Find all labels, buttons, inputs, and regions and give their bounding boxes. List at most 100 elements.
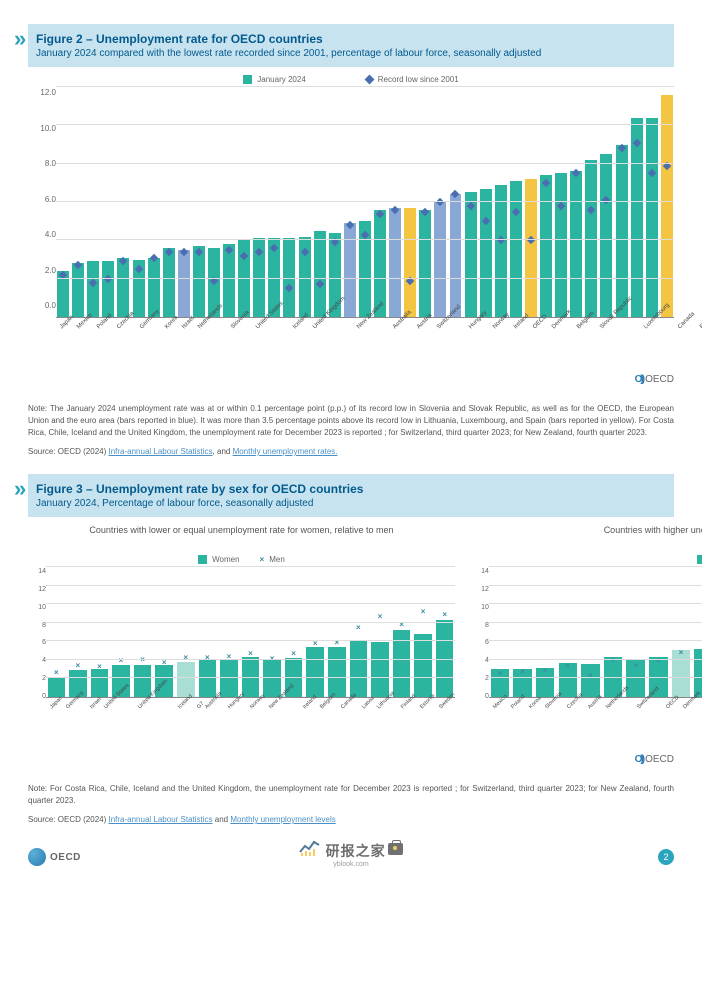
watermark: 研报之家 yblook.com (28, 838, 674, 868)
bar (661, 95, 673, 317)
bar-col (554, 173, 568, 317)
bar-col (645, 118, 659, 317)
bar (163, 248, 175, 317)
bar-col (358, 221, 372, 317)
figure3-left-plot: ××××××××××××××××××× (46, 568, 455, 698)
figure3-subtitle: January 2024, Percentage of labour force… (36, 498, 662, 509)
marker-men: × (378, 613, 383, 621)
bar-col: × (489, 669, 511, 697)
figure2-title: Figure 2 – Unemployment rate for OECD co… (36, 32, 662, 46)
bar-col (448, 194, 462, 317)
legend-jan2024: January 2024 (243, 75, 305, 84)
bar (72, 263, 84, 317)
figure3-left-chart: 14121086420 ××××××××××××××××××× JapanGer… (28, 568, 455, 750)
bar-col: × (512, 669, 534, 697)
bar-col: × (534, 668, 556, 697)
bar-col (177, 250, 191, 317)
bar-col (539, 175, 553, 317)
bar (646, 118, 658, 317)
source2-link1[interactable]: Infra-annual Labour Statistics (108, 447, 212, 456)
figure2-subtitle: January 2024 compared with the lowest ra… (36, 48, 662, 59)
legend-men-label: Men (269, 555, 285, 564)
bar-col (599, 154, 613, 317)
figure3-note: Note: For Costa Rica, Chile, Iceland and… (28, 783, 674, 807)
bar-women (328, 647, 345, 697)
bar (616, 145, 628, 318)
bar (117, 258, 129, 317)
figure2-plot (56, 88, 674, 318)
bar-col: × (46, 677, 67, 697)
legend-women: Women (198, 555, 239, 564)
figure3-right-subtitle: Countries with higher unemployment rate … (471, 525, 702, 551)
marker-men: × (633, 662, 638, 670)
bar-col (433, 202, 447, 317)
marker-men: × (421, 608, 426, 616)
legend-women-label: Women (212, 555, 239, 564)
bar (465, 192, 477, 317)
bar-women (177, 662, 194, 697)
bar-col (569, 171, 583, 317)
oecd-rings-icon-2: O)) (635, 754, 643, 765)
bar (102, 261, 114, 317)
bar (600, 154, 612, 317)
source2-prefix: Source: OECD (2024) (28, 447, 108, 456)
bar-col: × (413, 634, 434, 697)
figure3-right-xaxis: MexicoPolandKoreaSloveniaCzechiaAustriaN… (489, 700, 702, 750)
figure3-left-panel: Countries with lower or equal unemployme… (28, 525, 455, 750)
legend-diamond-icon (364, 75, 374, 85)
bar-col (464, 192, 478, 317)
bar-women (91, 669, 108, 697)
legend-swatch-women-r (697, 555, 702, 564)
marker-men: × (543, 667, 548, 675)
marker-men: × (140, 656, 145, 664)
figure3-right-bars: ××××××××××××××××××××××× (489, 574, 702, 698)
watermark-sub: yblook.com (28, 861, 674, 868)
oecd-logo-text-2: OECD (645, 754, 674, 765)
bar (480, 189, 492, 317)
bar-women (414, 634, 431, 697)
bar-women (371, 642, 388, 697)
watermark-text: 研报之家 (326, 843, 386, 859)
bar (314, 231, 326, 317)
bar-women (48, 677, 65, 697)
bar-col: × (370, 642, 391, 697)
source2-link2[interactable]: Monthly unemployment rates. (233, 447, 338, 456)
marker-men: × (356, 624, 361, 632)
bar-col (494, 185, 508, 317)
bar-col (388, 208, 402, 317)
figure3-right-plot: ××××××××××××××××××××××× (489, 568, 702, 698)
bar-women (581, 664, 599, 697)
bar-col (222, 244, 236, 317)
bar-col: × (580, 664, 602, 697)
bar-col: × (89, 669, 110, 697)
marker-men: × (227, 653, 232, 661)
figure2-yaxis: 12.010.08.06.04.02.00.0 (28, 88, 56, 310)
bar-women (350, 641, 367, 697)
legend-marker-men: × (260, 555, 265, 564)
bar (450, 194, 462, 317)
marker-men: × (520, 668, 525, 676)
figure2-note: Note: The January 2024 unemployment rate… (28, 403, 674, 439)
bar (555, 173, 567, 317)
figure2-legend: January 2024 Record low since 2001 (28, 75, 674, 84)
legend-men: × Men (260, 555, 285, 564)
marker-men: × (291, 650, 296, 658)
source3-prefix: Source: OECD (2024) (28, 815, 108, 824)
legend-jan2024-label: January 2024 (257, 75, 305, 84)
figure3-title: Figure 3 – Unemployment rate by sex for … (36, 482, 662, 496)
figure3-left-legend: Women × Men (28, 555, 455, 564)
legend-swatch-teal (243, 75, 252, 84)
bar (389, 208, 401, 317)
bar-col (524, 179, 538, 317)
source3-link2[interactable]: Monthly unemployment levels (230, 815, 335, 824)
bar (525, 179, 537, 317)
figure2-chart: 12.010.08.06.04.02.00.0 JapanMexicoPolan… (28, 88, 674, 370)
bar-col (630, 118, 644, 317)
legend-women-r: Women (697, 555, 702, 564)
figure3-source: Source: OECD (2024) Infra-annual Labour … (28, 815, 674, 824)
figure2-header: Figure 2 – Unemployment rate for OECD co… (28, 24, 674, 67)
source3-link1[interactable]: Infra-annual Labour Statistics (108, 815, 212, 824)
bar (434, 202, 446, 317)
bar-col (71, 263, 85, 317)
marker-men: × (248, 650, 253, 658)
